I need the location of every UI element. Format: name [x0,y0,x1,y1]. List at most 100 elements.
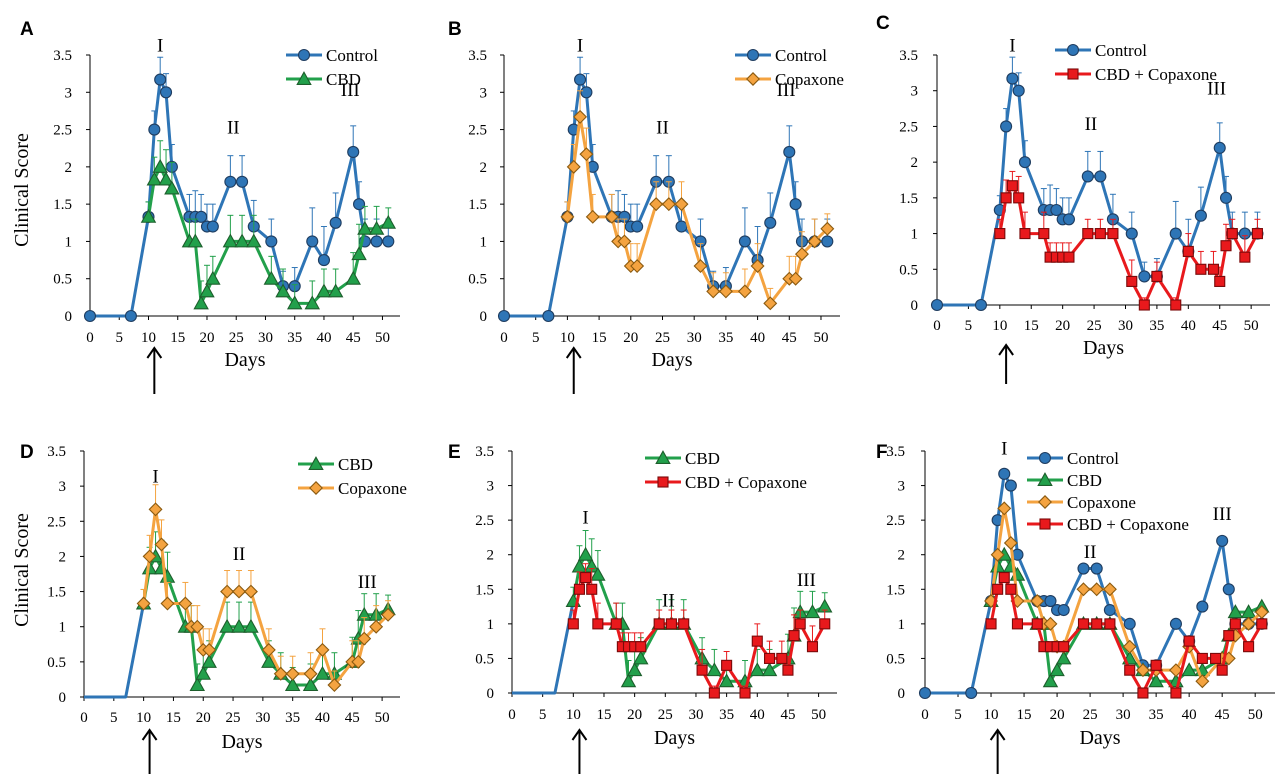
y-tick-label: 0.5 [47,655,66,671]
y-tick-label: 1.5 [47,585,66,601]
legend-entry: Control [1095,41,1147,60]
data-point [1182,245,1194,257]
data-point [649,197,664,212]
data-point [1058,641,1070,653]
data-point [580,571,592,584]
data-point [1216,664,1228,676]
data-point [1018,156,1032,169]
x-tick-label: 15 [596,707,611,723]
y-tick-label: 2 [65,160,73,176]
y-tick-label: 3 [898,479,906,495]
y-tick-label: 1 [59,620,67,636]
data-point [776,652,788,664]
panel-d: D 0 0.5 1 1.5 2 2.5 3 3.5 0 5 10 15 20 25 30 35 40 45 50 Day… [11,442,407,774]
treatment-arrow-head [146,346,163,359]
data-point [718,284,733,299]
x-tick-label: 25 [658,707,673,723]
data-point [617,234,632,249]
data-point [285,666,300,681]
data-point [154,73,167,86]
y-tick-label: 1 [480,234,488,250]
data-point [351,654,366,669]
data-point [206,220,219,233]
legend: CBD Copaxone [298,455,407,498]
data-point [788,630,800,642]
phase-label: II [1085,114,1098,135]
data-point [345,270,361,285]
data-point [794,618,806,630]
data-point [992,583,1004,595]
y-tick-label: 3.5 [475,444,494,460]
y-tick-label: 2 [480,160,488,176]
data-point [1019,228,1031,240]
data-point [718,673,735,688]
data-point [994,228,1006,240]
data-point [1081,170,1094,183]
data-point [140,208,157,223]
data-point [1196,652,1208,664]
series-control [84,603,146,699]
data-point [329,216,342,229]
data-point [918,686,932,700]
data-point [585,209,600,224]
data-point [1004,479,1017,492]
panel-f: F 0 0.5 1 1.5 2 2.5 3 3.5 0 5 10 15 20 25 30 35 40 45 50 Day… [876,438,1275,774]
x-tick-label: 25 [226,710,241,726]
data-point [1195,263,1207,275]
y-tick-label: 0 [898,686,906,702]
data-point [1150,659,1162,671]
data-point [1239,251,1251,263]
y-tick-label: 2.5 [53,123,72,139]
data-point [382,235,395,248]
legend-swatch-marker [1066,43,1080,57]
phase-label: I [1001,438,1007,459]
data-point [821,235,834,248]
y-tick-label: 1 [487,617,495,633]
treatment-arrow-head [571,728,588,741]
y-tick-label: 3.5 [886,444,905,460]
data-point [205,270,221,285]
x-tick-label: 25 [229,330,244,346]
y-tick-label: 0 [59,690,67,706]
y-tick-label: 3 [487,479,495,495]
data-point [693,259,708,274]
x-tick-label: 5 [532,330,540,346]
treatment-arrow-head [989,728,1006,741]
x-tick-label: 50 [375,710,390,726]
data-point [195,210,208,223]
data-point [261,642,276,657]
data-point [1050,203,1063,217]
data-point [706,284,721,299]
data-point [1030,594,1045,609]
x-tick-label: 35 [719,707,734,723]
data-point [761,662,778,677]
data-point [1049,662,1065,677]
legend: Control CBD + Copaxone [1055,41,1217,84]
x-tick-label: 25 [655,330,670,346]
data-point [159,86,173,99]
y-tick-label: 0.5 [468,272,487,288]
legend: Control CBD Copaxone CBD + Copaxone [1027,449,1189,534]
data-point [187,233,204,248]
data-point [635,641,647,653]
data-point [222,233,239,248]
data-point [706,662,723,677]
y-tick-label: 2 [487,548,495,564]
data-point [1183,635,1195,647]
x-tick-label: 20 [196,710,211,726]
x-tick-label: 0 [933,318,941,334]
data-point [577,546,594,561]
phase-label: III [797,570,816,591]
data-point [148,123,161,136]
data-point [567,618,579,630]
x-tick-label: 45 [346,330,361,346]
data-point [368,220,385,235]
data-point [738,235,751,248]
legend-swatch-marker [657,476,669,488]
data-point [302,677,319,692]
data-point [571,558,588,573]
data-point [146,171,163,186]
data-point [665,618,677,630]
y-tick-label: 3.5 [53,48,72,64]
